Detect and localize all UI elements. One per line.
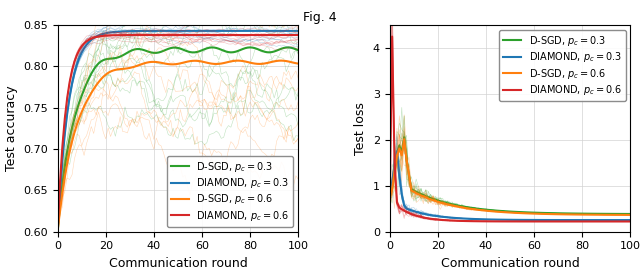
Y-axis label: Test accuracy: Test accuracy — [4, 86, 17, 171]
Text: Fig. 4: Fig. 4 — [303, 11, 337, 24]
Legend: D-SGD, $p_c = 0.3$, DIAMOND, $p_c = 0.3$, D-SGD, $p_c = 0.6$, DIAMOND, $p_c = 0.: D-SGD, $p_c = 0.3$, DIAMOND, $p_c = 0.3$… — [167, 156, 293, 227]
X-axis label: Communication round: Communication round — [441, 257, 579, 270]
Legend: D-SGD, $p_c = 0.3$, DIAMOND, $p_c = 0.3$, D-SGD, $p_c = 0.6$, DIAMOND, $p_c = 0.: D-SGD, $p_c = 0.3$, DIAMOND, $p_c = 0.3$… — [499, 30, 625, 101]
Y-axis label: Test loss: Test loss — [355, 102, 367, 155]
X-axis label: Communication round: Communication round — [109, 257, 247, 270]
